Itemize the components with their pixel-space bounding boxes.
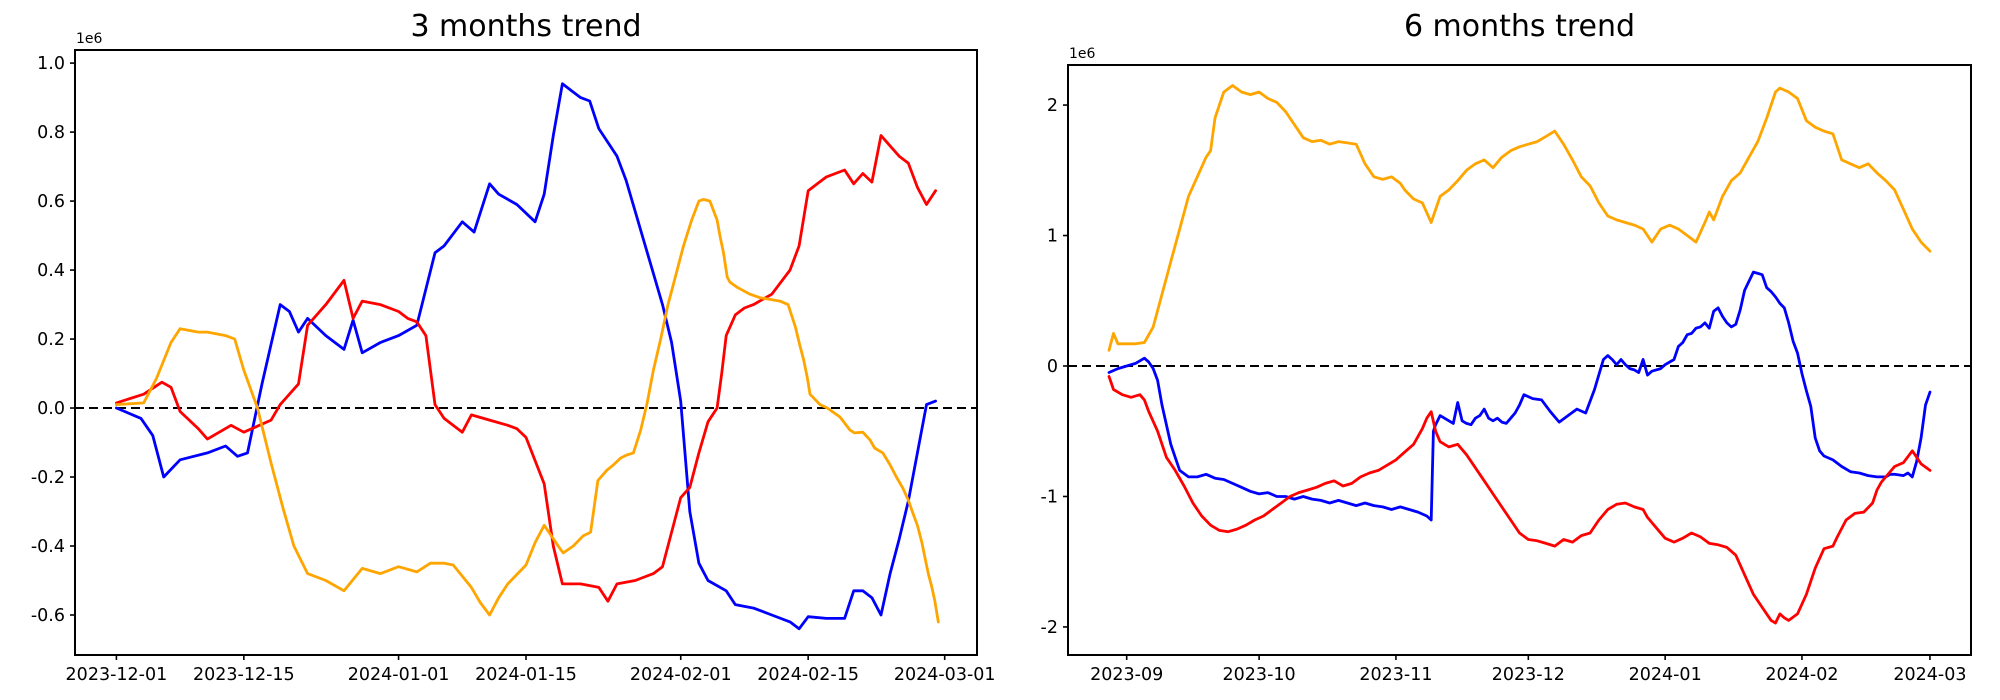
y-tick-label: -1 (1041, 487, 1058, 507)
x-tick-label: 2023-12-01 (66, 665, 168, 685)
x-tick-label: 2023-12-15 (193, 665, 295, 685)
x-tick-label: 2024-02-15 (757, 665, 859, 685)
six-months-trend-chart: 6 months trend 1e6 2023-09 2023-10 2023-11… (1041, 9, 1972, 685)
orange-trend-line (1107, 84, 1932, 352)
blue-trend-line (115, 82, 937, 631)
x-tick-label: 2023-10 (1223, 665, 1296, 685)
x-tick-label: 2024-02 (1765, 665, 1838, 685)
blue-trend-line (1107, 270, 1932, 522)
y-tick-label: -0.2 (31, 468, 65, 488)
plot-area-right: 2023-09 2023-10 2023-11 2023-12 2024-01 2024-… (1041, 64, 1972, 685)
y-tick-label: 1 (1047, 227, 1058, 247)
axes-frame (1067, 64, 1972, 656)
y-tick-label: 0.4 (37, 261, 65, 281)
y-tick-label: -0.6 (31, 606, 65, 626)
x-tick-label: 2024-01 (1629, 665, 1702, 685)
y-tick-label: -0.4 (31, 537, 65, 557)
y-tick-label: 2 (1047, 96, 1058, 116)
x-tick-label: 2023-11 (1359, 665, 1432, 685)
x-tick-label: 2024-03-01 (894, 665, 996, 685)
y-tick-label: 0.2 (37, 330, 65, 350)
y-axis-offset-label-right: 1e6 (1069, 46, 1096, 62)
x-tick-label: 2024-02-01 (630, 665, 732, 685)
red-trend-line (1107, 374, 1932, 625)
y-axis-offset-label-left: 1e6 (76, 31, 103, 47)
y-tick-label: 0.0 (37, 399, 65, 419)
y-tick-label: 0.6 (37, 192, 65, 212)
red-trend-line (115, 134, 937, 603)
plot-area-left: 2023-12-01 2023-12-15 2024-01-01 2024-01-15… (31, 49, 996, 685)
x-tick-label: 2024-01-01 (348, 665, 450, 685)
x-tick-label: 2023-12 (1492, 665, 1565, 685)
y-tick-label: 1.0 (37, 54, 65, 74)
x-tick-label: 2024-01-15 (475, 665, 577, 685)
orange-trend-line (115, 197, 940, 624)
y-tick-label: 0 (1047, 357, 1058, 377)
y-tick-label: -2 (1041, 618, 1058, 638)
chart-title-left: 3 months trend (410, 9, 641, 44)
chart-title-right: 6 months trend (1404, 9, 1635, 44)
y-tick-label: 0.8 (37, 123, 65, 143)
x-tick-label: 2024-03 (1893, 665, 1966, 685)
x-tick-label: 2023-09 (1090, 665, 1163, 685)
three-months-trend-chart: 3 months trend 1e6 2023-12-01 2023-12-15 2… (31, 9, 996, 685)
